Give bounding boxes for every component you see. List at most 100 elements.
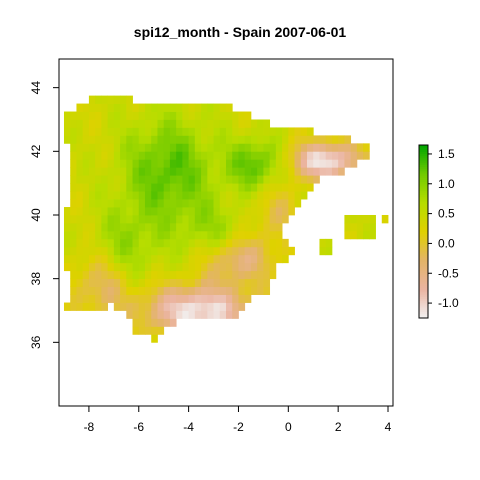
raster-cell — [120, 278, 127, 288]
raster-cell — [282, 238, 289, 248]
raster-cell — [126, 191, 133, 200]
raster-cell — [157, 286, 165, 295]
raster-cell — [207, 103, 214, 112]
raster-cell — [95, 302, 102, 311]
colorbar-segment — [419, 300, 428, 304]
raster-cell — [238, 238, 246, 248]
raster-cell — [157, 119, 165, 128]
raster-cell — [244, 278, 252, 288]
raster-cell — [250, 278, 258, 288]
raster-cell — [307, 135, 314, 144]
raster-cell — [219, 135, 227, 144]
colorbar-segment — [419, 233, 428, 237]
raster-cell — [213, 183, 221, 192]
raster-cell — [113, 199, 121, 208]
raster-cell — [300, 135, 308, 144]
raster-cell — [288, 199, 295, 208]
raster-cell — [232, 151, 239, 160]
raster-cell — [232, 270, 239, 280]
raster-cell — [282, 127, 289, 136]
raster-cell — [288, 175, 295, 184]
raster-cell — [107, 222, 115, 232]
raster-cell — [300, 175, 308, 184]
raster-cell — [275, 214, 283, 224]
raster-cell — [201, 222, 208, 232]
raster-cell — [282, 151, 289, 160]
raster-cell — [232, 191, 239, 200]
raster-cell — [70, 135, 77, 144]
raster-cell — [113, 262, 121, 272]
raster-cell — [250, 127, 258, 136]
raster-cell — [275, 143, 283, 152]
raster-cell — [282, 254, 289, 264]
raster-cell — [176, 214, 183, 224]
raster-cell — [82, 254, 90, 264]
raster-cell — [120, 143, 127, 152]
raster-cell — [113, 103, 121, 112]
raster-cell — [219, 246, 227, 256]
raster-cell — [226, 246, 233, 256]
raster-cell — [263, 270, 271, 280]
raster-cell — [163, 183, 171, 192]
raster-cell — [144, 270, 152, 280]
raster-cell — [194, 199, 202, 208]
raster-cell — [70, 254, 77, 264]
raster-cell — [182, 230, 190, 240]
colorbar-segment — [419, 266, 428, 269]
raster-cell — [188, 143, 196, 152]
colorbar-segment — [419, 170, 428, 174]
raster-cell — [107, 135, 115, 144]
x-tick-label: 0 — [285, 420, 292, 434]
raster-cell — [63, 214, 71, 224]
colorbar-segment — [419, 259, 428, 263]
raster-cell — [144, 175, 152, 184]
raster-cell — [169, 135, 177, 144]
raster-cell — [132, 246, 140, 256]
raster-cell — [176, 222, 183, 232]
raster-cell — [238, 246, 246, 256]
raster-cell — [144, 294, 152, 303]
x-axis: -8 -6 -4 -2 0 2 4 — [84, 406, 392, 434]
raster-cell — [107, 159, 115, 168]
raster-cell — [294, 175, 302, 184]
raster-cell — [76, 254, 84, 264]
raster-cell — [219, 286, 227, 295]
colorbar-segment — [419, 155, 428, 159]
raster-cell — [169, 191, 177, 200]
raster-cell — [219, 199, 227, 208]
raster-cell — [113, 95, 121, 104]
raster-cell — [113, 151, 121, 160]
raster-cell — [257, 270, 264, 280]
raster-cell — [144, 103, 152, 112]
colorbar-segment — [419, 201, 428, 204]
raster-cell — [219, 262, 227, 272]
colorbar-segment — [419, 242, 428, 245]
raster-cell — [182, 254, 190, 264]
raster-cell — [151, 294, 158, 303]
raster-cell — [213, 119, 221, 128]
raster-cell — [207, 302, 214, 311]
colorbar-tick-label: 1.0 — [438, 177, 455, 191]
raster-cell — [201, 214, 208, 224]
raster-cell — [275, 127, 283, 136]
raster-cell — [219, 230, 227, 240]
raster-cell — [194, 230, 202, 240]
raster-cell — [144, 246, 152, 256]
raster-cell — [138, 246, 146, 256]
raster-cell — [113, 175, 121, 184]
colorbar-segment — [419, 209, 428, 213]
raster-cell — [144, 222, 152, 232]
raster-cell — [76, 159, 84, 168]
raster-cell — [294, 191, 302, 200]
raster-cell — [107, 95, 115, 104]
colorbar-segment — [419, 186, 428, 189]
raster-cell — [176, 254, 183, 264]
raster-cell — [338, 135, 345, 144]
raster-cell — [95, 183, 102, 192]
raster-cell — [76, 238, 84, 248]
raster-cell — [126, 230, 133, 240]
raster-cell — [157, 270, 165, 280]
raster-cell — [126, 254, 133, 264]
raster-cell — [219, 214, 227, 224]
